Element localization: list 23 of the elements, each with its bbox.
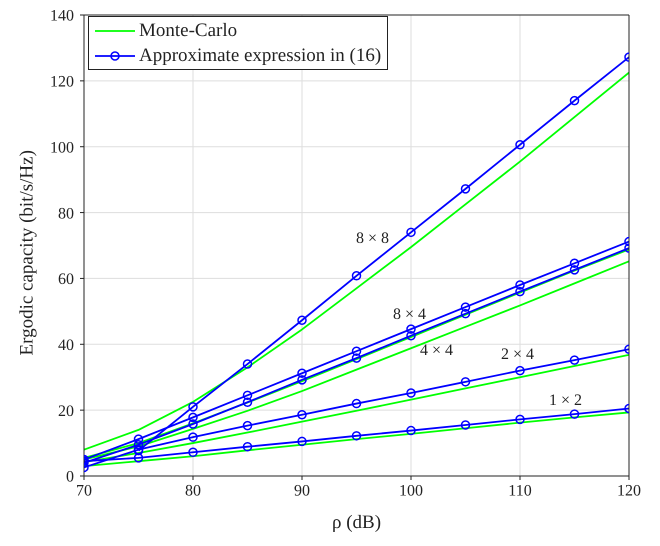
annotation: 1 × 2 bbox=[549, 392, 582, 410]
legend-label: Monte-Carlo bbox=[139, 19, 238, 43]
annotation: 2 × 4 bbox=[501, 346, 534, 364]
annotation: 8 × 8 bbox=[356, 230, 390, 248]
legend-label: Approximate expression in (16) bbox=[139, 44, 382, 68]
x-tick-label: 80 bbox=[185, 482, 201, 500]
y-tick-label: 40 bbox=[58, 336, 74, 354]
y-tick-label: 120 bbox=[50, 74, 74, 91]
y-tick-label: 100 bbox=[50, 139, 74, 156]
y-tick-label: 60 bbox=[58, 271, 74, 288]
y-tick-label: 140 bbox=[50, 8, 74, 25]
y-tick-label: 0 bbox=[66, 468, 74, 486]
x-tick-label: 90 bbox=[294, 482, 310, 500]
x-tick-label: 70 bbox=[76, 482, 92, 500]
annotation: 8 × 4 bbox=[393, 306, 426, 324]
x-tick-label: 110 bbox=[508, 482, 532, 500]
annotation: 4 × 4 bbox=[420, 342, 454, 360]
y-axis-title: Ergodic capacity (bit/s/Hz) bbox=[16, 150, 38, 356]
x-tick-label: 100 bbox=[399, 482, 423, 500]
x-axis-title: ρ (dB) bbox=[332, 512, 382, 533]
y-tick-label: 80 bbox=[58, 205, 74, 222]
x-tick-label: 120 bbox=[617, 482, 641, 500]
y-tick-label: 20 bbox=[58, 402, 74, 420]
